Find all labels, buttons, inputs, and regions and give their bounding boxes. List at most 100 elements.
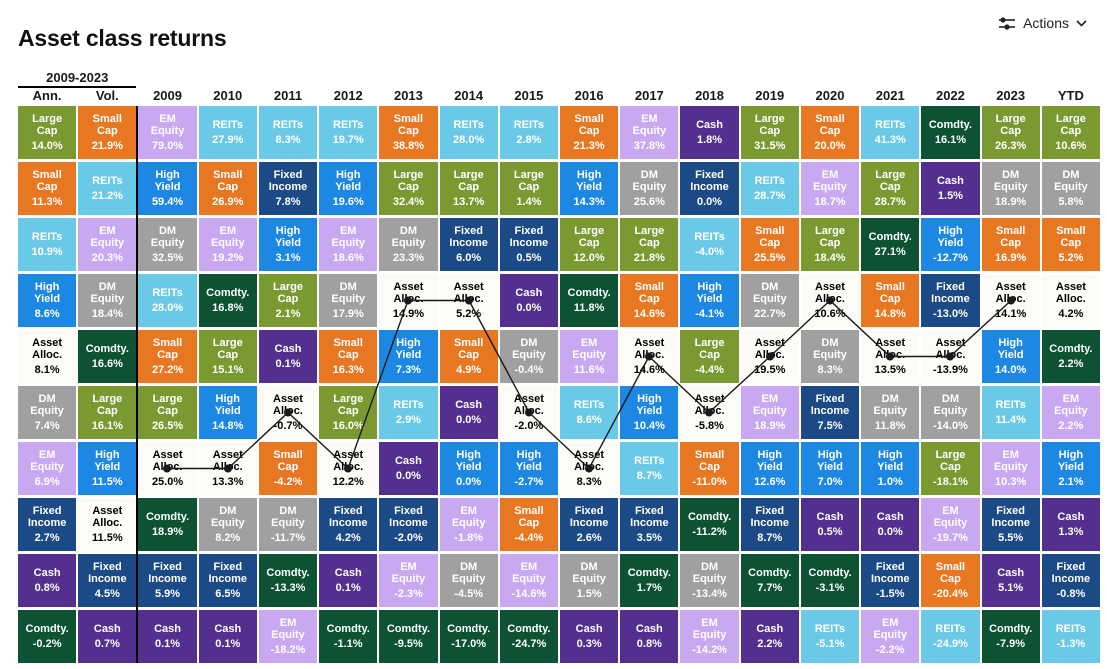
- asset-label: Large Cap: [1055, 112, 1086, 138]
- return-value: 4.2%: [335, 531, 361, 544]
- asset-cell: EM Equity 10.3%: [981, 442, 1040, 495]
- return-value: -2.3%: [394, 587, 423, 600]
- asset-cell: Small Cap 27.2%: [138, 330, 197, 383]
- return-value: 21.8%: [633, 251, 665, 264]
- return-value: 8.6%: [576, 413, 602, 426]
- asset-cell: Large Cap 28.7%: [861, 162, 920, 215]
- column-header-ann-: Ann.: [32, 88, 62, 103]
- asset-cell: Small Cap 16.9%: [981, 218, 1040, 271]
- asset-cell: Large Cap 32.4%: [379, 162, 438, 215]
- asset-cell: High Yield 1.0%: [861, 442, 920, 495]
- return-value: 18.9%: [995, 195, 1027, 208]
- asset-label: REITs: [1055, 622, 1087, 635]
- asset-label: DM Equity: [150, 224, 185, 250]
- return-value: -0.4%: [514, 363, 544, 376]
- asset-label: High Yield: [1057, 448, 1084, 474]
- return-value: 5.2%: [456, 307, 482, 320]
- asset-cell: REITs 11.4%: [981, 386, 1040, 439]
- return-value: 11.8%: [874, 419, 906, 432]
- asset-label: Comdty.: [326, 622, 370, 635]
- return-value: 18.6%: [332, 251, 364, 264]
- asset-label: High Yield: [696, 280, 723, 306]
- return-value: 14.6%: [633, 363, 665, 376]
- asset-label: Fixed Income: [328, 504, 368, 530]
- asset-label: Cash: [394, 454, 422, 467]
- return-value: 8.1%: [34, 363, 60, 376]
- asset-label: REITs: [453, 118, 484, 131]
- actions-button[interactable]: Actions: [992, 14, 1093, 32]
- return-value: 6.0%: [456, 251, 482, 264]
- asset-label: Cash: [876, 510, 904, 523]
- asset-label: REITs: [634, 454, 665, 467]
- asset-label: Comdty.: [145, 510, 190, 523]
- return-value: -13.0%: [933, 307, 968, 320]
- return-value: 25.5%: [754, 251, 786, 264]
- column-header-2010: 2010: [213, 88, 243, 103]
- return-value: 16.0%: [332, 419, 364, 432]
- asset-cell: REITs -24.9%: [921, 610, 980, 663]
- asset-cell: Comdty. -7.9%: [981, 610, 1040, 663]
- asset-cell: DM Equity 18.9%: [981, 162, 1040, 215]
- return-value: 10.4%: [633, 419, 665, 432]
- asset-returns-table: 2009-2023 Ann. Vol. 2009 2010 2011 2012 2013 20…: [18, 70, 1100, 663]
- return-value: 7.0%: [817, 475, 843, 488]
- return-value: 20.0%: [814, 139, 846, 152]
- column-header-2011: 2011: [273, 88, 303, 103]
- asset-cell: High Yield 19.6%: [319, 162, 378, 215]
- asset-cell: Small Cap -11.0%: [680, 442, 739, 495]
- asset-cell: Asset Alloc. 13.3%: [198, 442, 257, 495]
- return-value: 27.1%: [874, 245, 906, 258]
- asset-cell: Asset Alloc. 19.5%: [740, 330, 799, 383]
- asset-cell: Fixed Income 3.5%: [620, 498, 679, 551]
- asset-cell: Fixed Income 4.2%: [319, 498, 378, 551]
- range-header-row: 2009-2023: [18, 70, 1100, 88]
- asset-label: Small Cap: [213, 168, 243, 194]
- asset-label: Large Cap: [393, 168, 424, 194]
- return-value: -2.0%: [394, 531, 423, 544]
- asset-label: DM Equity: [873, 392, 908, 418]
- asset-cell: EM Equity 20.3%: [78, 218, 137, 271]
- asset-cell: DM Equity 23.3%: [379, 218, 438, 271]
- asset-cell: Small Cap 20.0%: [800, 106, 860, 159]
- return-value: -2.7%: [514, 475, 544, 488]
- return-value: 27.9%: [212, 133, 244, 146]
- return-value: 11.4%: [995, 413, 1026, 426]
- return-value: 0.0%: [516, 301, 542, 314]
- return-value: -4.2%: [273, 475, 303, 488]
- asset-label: Asset Alloc.: [1055, 280, 1086, 306]
- return-value: -13.4%: [692, 587, 727, 600]
- asset-cell: Asset Alloc. 8.1%: [18, 330, 77, 383]
- asset-cell: Small Cap 16.3%: [319, 330, 378, 383]
- asset-cell: Comdty. -24.7%: [499, 610, 558, 663]
- asset-label: Large Cap: [273, 280, 303, 306]
- return-value: -11.2%: [692, 525, 727, 538]
- asset-label: Fixed Income: [750, 504, 790, 530]
- return-value: 26.9%: [212, 195, 244, 208]
- return-value: 8.6%: [34, 307, 60, 320]
- asset-cell: Large Cap 14.0%: [18, 106, 77, 159]
- column-header-2015: 2015: [514, 88, 544, 103]
- asset-label: DM Equity: [451, 560, 486, 586]
- asset-cell: DM Equity 5.8%: [1041, 162, 1100, 215]
- asset-label: Large Cap: [875, 168, 906, 194]
- asset-label: Small Cap: [92, 112, 122, 138]
- return-value: 5.9%: [155, 587, 181, 600]
- asset-label: High Yield: [997, 336, 1024, 362]
- asset-label: Cash: [635, 622, 663, 635]
- asset-label: Large Cap: [935, 448, 966, 474]
- asset-cell: Fixed Income 2.6%: [559, 498, 619, 551]
- asset-label: REITs: [212, 118, 243, 131]
- asset-cell: Small Cap 14.8%: [861, 274, 920, 327]
- asset-label: Large Cap: [212, 336, 243, 362]
- asset-cell: Cash 1.5%: [921, 162, 980, 215]
- asset-label: Asset Alloc.: [333, 448, 364, 474]
- asset-label: Fixed Income: [569, 504, 609, 530]
- asset-label: DM Equity: [512, 336, 546, 362]
- asset-label: Small Cap: [995, 224, 1026, 250]
- asset-cell: Large Cap 12.0%: [559, 218, 619, 271]
- return-value: -24.7%: [511, 637, 547, 650]
- return-value: -14.2%: [692, 643, 727, 656]
- return-value: 8.7%: [636, 469, 662, 482]
- return-value: 0.1%: [215, 637, 241, 650]
- asset-cell: Comdty. -17.0%: [439, 610, 498, 663]
